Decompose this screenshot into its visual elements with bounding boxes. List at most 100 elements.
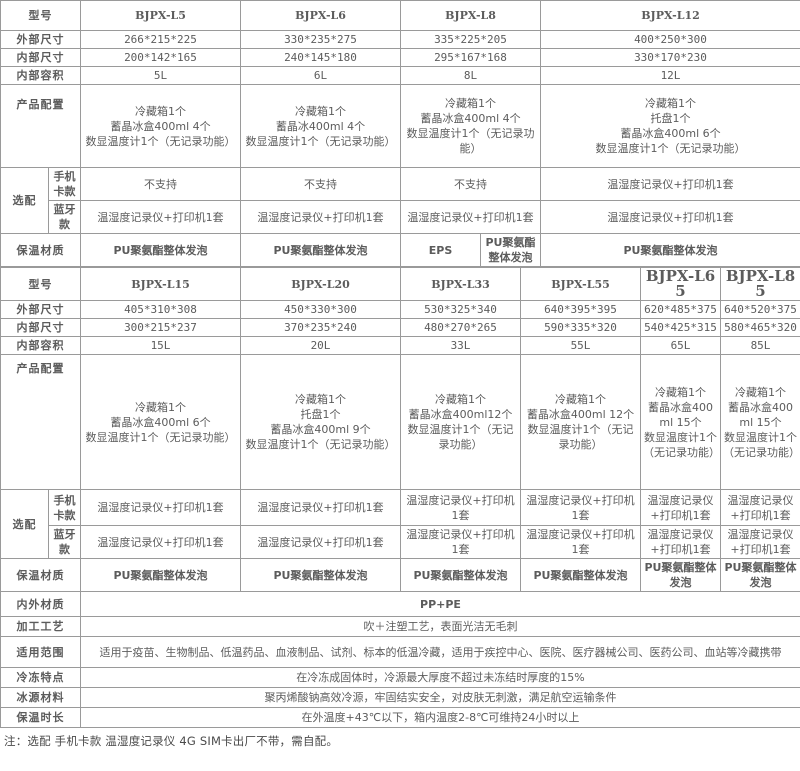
inner-size-cell: 540*425*315 [640,318,721,337]
insulation-cell: PU聚氨酯整体发泡 [640,558,721,592]
outer-size-cell: 620*485*375 [640,300,721,319]
inner-size-cell: 295*167*168 [400,48,541,67]
row-label-inner-size: 内部尺寸 [0,48,81,67]
insulation-cell: PU聚氨酯整体发泡 [240,233,401,267]
table-row-inner-volume: 内部容积 5L 6L 8L 12L [0,66,800,85]
table-row-optional-phone: 选配 手机卡款 不支持 不支持 不支持 温湿度记录仪+打印机1套 [0,167,800,234]
inner-size-cell: 370*235*240 [240,318,401,337]
spec-table-small-models: 型号 BJPX-L5 BJPX-L6 BJPX-L8 BJPX-L12 外部尺寸… [0,0,800,267]
row-label-phone-card: 手机卡款 [48,167,81,201]
row-label-freeze-feature: 冷冻特点 [0,667,81,688]
outer-size-cell: 335*225*205 [400,30,541,49]
row-label-optional: 选配 [0,167,49,234]
product-config-cell: 冷藏箱1个 蓄晶冰400ml 4个 数显温度计1个（无记录功能） [240,84,401,168]
insulation-cell: PU聚氨酯整体发泡 [520,558,641,592]
outer-size-cell: 405*310*308 [80,300,241,319]
product-config-cell: 冷藏箱1个 蓄晶冰盒400ml 15个 数显温度计1个（无记录功能） [640,354,721,490]
inner-volume-cell: 55L [520,336,641,355]
inner-size-cell: 240*145*180 [240,48,401,67]
row-label-bluetooth: 蓝牙款 [48,200,81,234]
optional-bluetooth-cell: 温湿度记录仪+打印机1套 [240,525,401,559]
inner-volume-cell: 20L [240,336,401,355]
table-row-freeze-feature: 冷冻特点 在冷冻成固体时，冷源最大厚度不超过未冻结时厚度的15% [0,667,800,688]
model-name-cell: BJPX-L55 [520,267,641,301]
table-row-insulation: 保温材质 PU聚氨酯整体发泡 PU聚氨酯整体发泡 PU聚氨酯整体发泡 PU聚氨酯… [0,558,800,592]
optional-bluetooth-cell: 温湿度记录仪+打印机1套 [640,525,721,559]
optional-phone-cell: 温湿度记录仪+打印机1套 [80,489,241,526]
table-row-ice-material: 冰源材料 聚丙烯酸钠高效冷源，牢固结实安全，对皮肤无刺激，满足航空运输条件 [0,687,800,708]
inner-volume-cell: 5L [80,66,241,85]
row-label-hold-time: 保温时长 [0,707,81,728]
process-cell: 吹＋注塑工艺，表面光洁无毛刺 [80,616,800,637]
optional-phone-cell: 温湿度记录仪+打印机1套 [540,167,800,201]
model-name-cell: BJPX-L15 [80,267,241,301]
insulation-cell: EPS [400,233,481,267]
scope-cell: 适用于疫苗、生物制品、低温药品、血液制品、试剂、标本的低温冷藏，适用于疾控中心、… [80,636,800,668]
optional-phone-cell: 温湿度记录仪+打印机1套 [520,489,641,526]
row-label-ice-material: 冰源材料 [0,687,81,708]
inner-volume-cell: 12L [540,66,800,85]
row-label-model: 型号 [0,267,81,301]
hold-time-cell: 在外温度+43℃以下，箱内温度2-8℃可维持24小时以上 [80,707,800,728]
row-label-insulation: 保温材质 [0,558,81,592]
table-row-inner-volume: 内部容积 15L 20L 33L 55L 65L 85L [0,336,800,355]
table-row-inner-size: 内部尺寸 200*142*165 240*145*180 295*167*168… [0,48,800,67]
model-name-cell: BJPX-L65 [640,267,721,301]
inner-size-cell: 330*170*230 [540,48,800,67]
model-name-cell: BJPX-L33 [400,267,521,301]
optional-bluetooth-cell: 温湿度记录仪+打印机1套 [80,525,241,559]
product-config-cell: 冷藏箱1个 托盘1个 蓄晶冰盒400ml 6个 数显温度计1个（无记录功能） [540,84,800,168]
footnote: 注：选配 手机卡款 温湿度记录仪 4G SIM卡出厂不带，需自配。 [4,734,339,748]
optional-bluetooth-cell: 温湿度记录仪+打印机1套 [400,200,541,234]
table-row-process: 加工工艺 吹＋注塑工艺，表面光洁无毛刺 [0,616,800,637]
row-label-inner-size: 内部尺寸 [0,318,81,337]
table-row-product-config: 产品配置 冷藏箱1个 蓄晶冰盒400ml 4个 数显温度计1个（无记录功能） 冷藏箱… [0,84,800,168]
optional-phone-cell: 温湿度记录仪+打印机1套 [640,489,721,526]
row-label-model: 型号 [0,0,81,31]
outer-size-cell: 640*395*395 [520,300,641,319]
table-row-model: 型号 BJPX-L5 BJPX-L6 BJPX-L8 BJPX-L12 [0,0,800,31]
inner-volume-cell: 33L [400,336,521,355]
row-label-inner-volume: 内部容积 [0,66,81,85]
inner-size-cell: 580*465*320 [720,318,800,337]
table-row-optional-bluetooth: 蓝牙款 温湿度记录仪+打印机1套 温湿度记录仪+打印机1套 温湿度记录仪+打印机… [1,200,800,234]
model-name-cell: BJPX-L20 [240,267,401,301]
row-label-in-out-material: 内外材质 [0,591,81,617]
inner-size-cell: 300*215*237 [80,318,241,337]
table-row-in-out-material: 内外材质 PP+PE [0,591,800,617]
insulation-cell: PU聚氨酯整体发泡 [720,558,800,592]
insulation-cell: PU聚氨酯整体发泡 [240,558,401,592]
optional-bluetooth-cell: 温湿度记录仪+打印机1套 [80,200,241,234]
insulation-cell: PU聚氨酯整体发泡 [400,558,521,592]
model-name-cell: BJPX-L8 [400,0,541,31]
row-label-bluetooth: 蓝牙款 [48,525,81,559]
optional-phone-cell: 不支持 [240,167,401,201]
inner-size-cell: 200*142*165 [80,48,241,67]
model-name-cell: BJPX-L6 [240,0,401,31]
product-config-cell: 冷藏箱1个 蓄晶冰盒400ml 12个 数显温度计1个（无记录功能） [520,354,641,490]
outer-size-cell: 266*215*225 [80,30,241,49]
table-row-hold-time: 保温时长 在外温度+43℃以下，箱内温度2-8℃可维持24小时以上 [0,707,800,728]
insulation-cell: PU聚氨酯整体发泡 [540,233,800,267]
model-name-cell: BJPX-L12 [540,0,800,31]
inner-volume-cell: 6L [240,66,401,85]
optional-phone-cell: 温湿度记录仪+打印机1套 [400,489,521,526]
product-config-cell: 冷藏箱1个 蓄晶冰盒400ml12个 数显温度计1个（无记录功能） [400,354,521,490]
outer-size-cell: 330*235*275 [240,30,401,49]
row-label-product-config: 产品配置 [0,84,81,168]
insulation-cell: PU聚氨酯整体发泡 [480,233,541,267]
row-label-process: 加工工艺 [0,616,81,637]
ice-material-cell: 聚丙烯酸钠高效冷源，牢固结实安全，对皮肤无刺激，满足航空运输条件 [80,687,800,708]
table-row-product-config: 产品配置 冷藏箱1个 蓄晶冰盒400ml 6个 数显温度计1个（无记录功能） 冷藏箱… [0,354,800,490]
table-row-optional-bluetooth: 蓝牙款 温湿度记录仪+打印机1套 温湿度记录仪+打印机1套 温湿度记录仪+打印机… [1,525,800,559]
row-label-insulation: 保温材质 [0,233,81,267]
table-row-inner-size: 内部尺寸 300*215*237 370*235*240 480*270*265… [0,318,800,337]
insulation-cell: PU聚氨酯整体发泡 [80,233,241,267]
inner-volume-cell: 65L [640,336,721,355]
optional-bluetooth-cell: 温湿度记录仪+打印机1套 [720,525,800,559]
outer-size-cell: 450*330*300 [240,300,401,319]
optional-phone-cell: 不支持 [80,167,241,201]
row-label-scope: 适用范围 [0,636,81,668]
row-label-product-config: 产品配置 [0,354,81,490]
